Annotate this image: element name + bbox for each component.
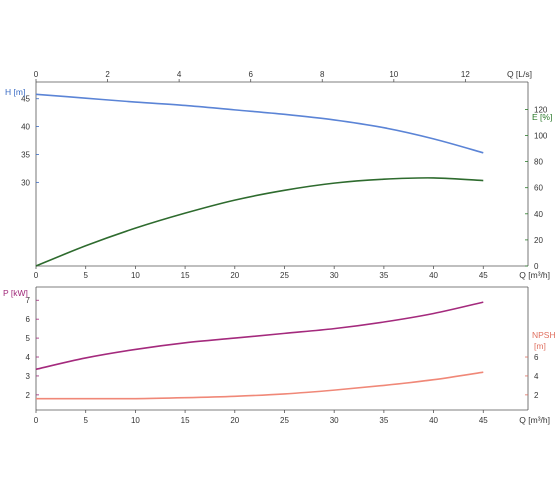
efficiency-axis-tick-label: 40 (534, 210, 543, 219)
power-axis-tick-label: 4 (26, 353, 31, 362)
npsh-axis-tick-label: 6 (534, 353, 539, 362)
lower-x-tick-label: 0 (34, 416, 39, 425)
power-axis-tick-label: 3 (26, 372, 31, 381)
lower-x-tick-label: 5 (83, 416, 88, 425)
power-axis-tick-label: 7 (26, 296, 31, 305)
power-axis-tick-label: 5 (26, 334, 31, 343)
lower-x-tick-label: 45 (479, 416, 488, 425)
top-axis-tick-label: 6 (248, 70, 253, 79)
npsh-axis-label-line1: NPSH (532, 330, 556, 340)
top-axis-tick-label: 0 (34, 70, 39, 79)
npsh-axis-tick-label: 4 (534, 372, 539, 381)
upper-x-tick-label: 10 (131, 271, 140, 280)
npsh-axis-tick-label: 2 (534, 391, 539, 400)
top-axis-tick-label: 10 (389, 70, 398, 79)
power-axis-label: P [kW] (3, 288, 28, 298)
lower-x-tick-label: 10 (131, 416, 140, 425)
lower-x-tick-label: 30 (330, 416, 339, 425)
top-axis-tick-label: 12 (461, 70, 470, 79)
head-axis-label: H [m] (5, 87, 25, 97)
head-curve-line (35, 93, 484, 154)
upper-x-axis-label: Q [m³/h] (519, 270, 550, 280)
top-axis-label: Q [L/s] (507, 69, 532, 79)
top-axis-tick-label: 2 (105, 70, 110, 79)
upper-x-tick-label: 20 (230, 271, 239, 280)
head-axis-tick-label: 45 (21, 95, 30, 104)
upper-x-tick-label: 35 (379, 271, 388, 280)
upper-x-tick-label: 0 (34, 271, 39, 280)
chart-text-layer: 0 2 4 6 8 10 12 Q [L/s]0 5 10 15 20 25 30 35 40 45 Q [m³/… (3, 69, 556, 425)
upper-x-tick-label: 5 (83, 271, 88, 280)
lower-x-tick-label: 40 (429, 416, 438, 425)
lower-x-tick-label: 20 (230, 416, 239, 425)
lower-x-tick-label: 15 (181, 416, 190, 425)
efficiency-axis-tick-label: 60 (534, 184, 543, 193)
chart-lines-layer (35, 79, 529, 413)
efficiency-axis-label: E [%] (532, 112, 552, 122)
npsh-axis-label-line2: [m] (534, 341, 546, 351)
npsh-curve-line (36, 371, 484, 400)
upper-x-tick-label: 30 (330, 271, 339, 280)
head-axis-tick-label: 35 (21, 150, 30, 159)
power-axis-tick-label: 6 (26, 315, 31, 324)
head-axis-tick-label: 40 (21, 123, 30, 132)
efficiency-axis-tick-label: 80 (534, 158, 543, 167)
lower-x-axis-label: Q [m³/h] (519, 415, 550, 425)
top-axis-tick-label: 8 (320, 70, 325, 79)
efficiency-axis-tick-label: 20 (534, 236, 543, 245)
efficiency-axis-tick-label: 100 (534, 132, 548, 141)
upper-x-tick-label: 40 (429, 271, 438, 280)
power-axis-tick-label: 2 (26, 391, 31, 400)
efficiency-axis-tick-label: 0 (534, 262, 539, 271)
top-axis-tick-label: 4 (177, 70, 182, 79)
lower-x-tick-label: 35 (379, 416, 388, 425)
upper-x-tick-label: 25 (280, 271, 289, 280)
efficiency-curve-line (35, 177, 484, 267)
lower-x-tick-label: 25 (280, 416, 289, 425)
head-axis-tick-label: 30 (21, 178, 30, 187)
efficiency-axis-tick-label: 120 (534, 105, 548, 114)
upper-x-tick-label: 15 (181, 271, 190, 280)
upper-x-tick-label: 45 (479, 271, 488, 280)
power-curve-line (35, 301, 484, 371)
